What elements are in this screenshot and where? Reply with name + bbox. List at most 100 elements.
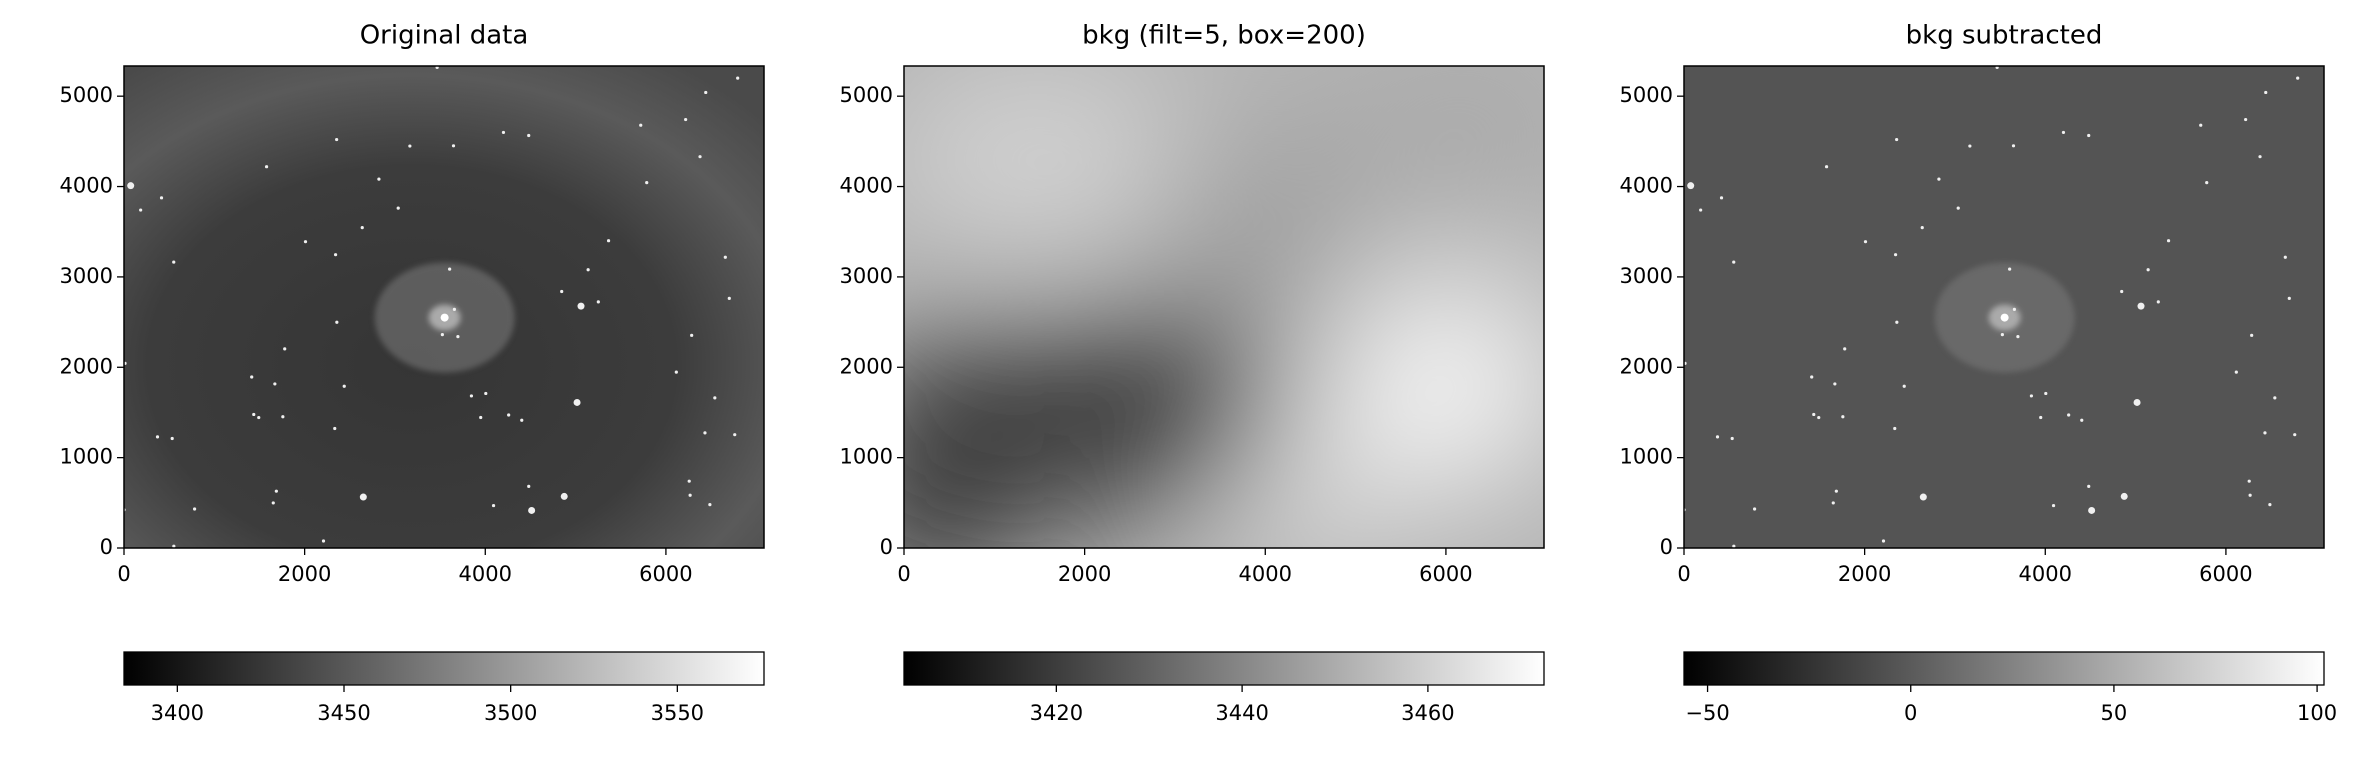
- star: [321, 539, 326, 543]
- star: [396, 206, 400, 210]
- star: [1841, 415, 1845, 419]
- star: [1881, 539, 1886, 543]
- star: [1831, 501, 1835, 505]
- star: [698, 155, 702, 159]
- colorbar-tick-label: 3420: [1030, 701, 1083, 725]
- star: [1812, 412, 1816, 417]
- y-tick-label: 4000: [60, 174, 113, 198]
- star: [2120, 289, 2124, 294]
- colorbar-tick-label: 3550: [651, 701, 704, 725]
- y-tick-label: 1000: [60, 445, 113, 469]
- axes-frame: [123, 65, 765, 549]
- colorbar-tick-label: 3450: [317, 701, 370, 725]
- panel-title: bkg subtracted: [1906, 21, 2103, 51]
- y-tick-label: 5000: [840, 83, 893, 107]
- image: [1684, 66, 2324, 548]
- star: [335, 137, 339, 142]
- star: [1834, 489, 1838, 493]
- x-tick-label: 4000: [1239, 562, 1292, 586]
- star: [2039, 415, 2043, 420]
- star: [2248, 493, 2252, 497]
- x-tick-label: 4000: [459, 562, 512, 586]
- star: [271, 501, 275, 505]
- star: [1956, 206, 1960, 210]
- star: [2087, 133, 2091, 138]
- star: [727, 296, 731, 300]
- star: [452, 307, 456, 311]
- star: [2087, 484, 2091, 488]
- star: [527, 133, 531, 138]
- star: [1843, 347, 1847, 351]
- star: [2011, 144, 2016, 148]
- star: [690, 333, 694, 337]
- colorbar-tick-label: 3500: [484, 701, 537, 725]
- star: [1895, 137, 1899, 142]
- star: [333, 253, 338, 257]
- star: [257, 415, 261, 420]
- star: [283, 347, 287, 351]
- colorbar: [903, 651, 1545, 686]
- y-tick-label: 0: [1660, 535, 1673, 559]
- star: [448, 267, 452, 271]
- image-blob: [1337, 66, 1544, 223]
- x-tick-label: 2000: [278, 562, 331, 586]
- star: [2234, 370, 2238, 374]
- star: [2016, 335, 2020, 339]
- star: [155, 435, 160, 439]
- star: [674, 370, 678, 374]
- colorbar-tick-label: 50: [2101, 701, 2128, 725]
- star: [1863, 240, 1868, 244]
- colorbar-tick-label: 3400: [151, 701, 204, 725]
- y-tick-label: 4000: [1620, 174, 1673, 198]
- star: [1732, 544, 1736, 548]
- colorbar-tick-label: 0: [1904, 701, 1917, 725]
- star: [377, 177, 381, 181]
- image-blob: [1328, 276, 1544, 494]
- star: [2061, 130, 2066, 135]
- panel: bkg (filt=5, box=200) 0 2000 4000 6000 0 1000 2…: [840, 21, 1545, 725]
- star: [577, 302, 585, 310]
- star: [435, 66, 439, 70]
- y-tick-label: 0: [880, 535, 893, 559]
- star: [527, 484, 531, 488]
- star: [736, 76, 740, 80]
- y-tick-label: 4000: [840, 174, 893, 198]
- x-tick-label: 2000: [1058, 562, 1111, 586]
- y-tick-label: 3000: [840, 264, 893, 288]
- star: [1817, 415, 1821, 420]
- y-tick-label: 0: [100, 535, 113, 559]
- star: [560, 492, 568, 500]
- x-tick-label: 0: [897, 562, 910, 586]
- star: [1995, 66, 1999, 70]
- y-tick-label: 3000: [1620, 264, 1673, 288]
- star: [2199, 123, 2203, 127]
- star: [520, 418, 524, 422]
- star: [2029, 394, 2034, 398]
- star: [335, 320, 339, 324]
- star: [273, 382, 277, 386]
- star: [491, 503, 496, 508]
- star: [2287, 296, 2291, 300]
- x-tick-label: 0: [117, 562, 130, 586]
- star: [1699, 208, 1703, 212]
- y-tick-label: 5000: [60, 83, 113, 107]
- star: [252, 412, 256, 417]
- star: [1732, 260, 1736, 264]
- x-tick-label: 0: [1677, 562, 1690, 586]
- star: [1902, 384, 1906, 388]
- star: [172, 260, 176, 264]
- x-tick-label: 6000: [2199, 562, 2252, 586]
- star: [2044, 391, 2048, 396]
- panel-title: bkg (filt=5, box=200): [1082, 21, 1366, 51]
- colorbar: [123, 651, 765, 686]
- star: [713, 396, 717, 400]
- star: [192, 507, 197, 511]
- x-tick-label: 2000: [1838, 562, 1891, 586]
- star: [1968, 144, 1972, 148]
- star: [1919, 493, 1927, 501]
- star: [703, 431, 707, 435]
- star: [2247, 479, 2251, 483]
- star: [704, 90, 708, 95]
- star: [1937, 177, 1941, 181]
